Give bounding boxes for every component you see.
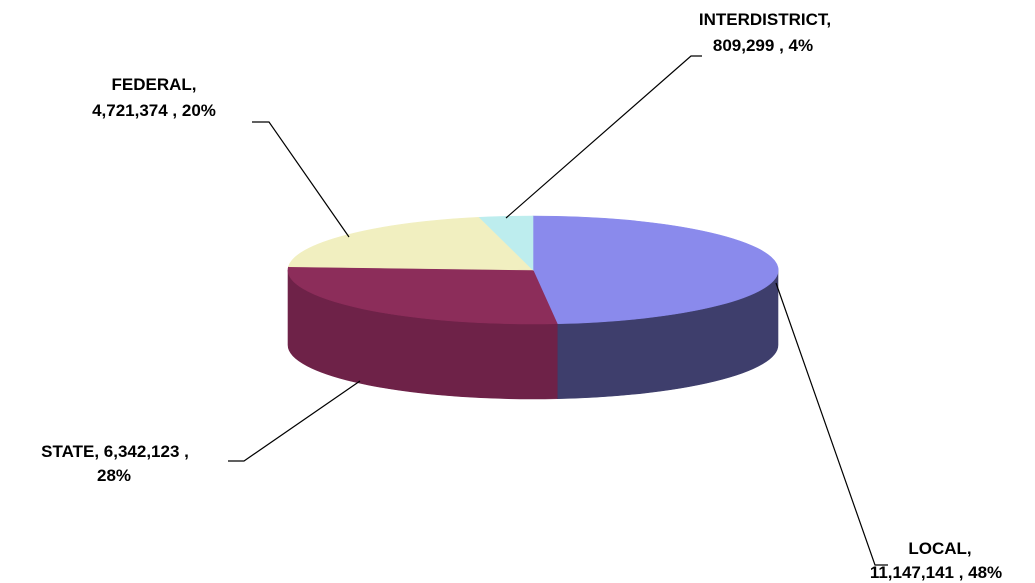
label-federal-value: 4,721,374 , 20% (92, 101, 216, 120)
label-state-name: STATE, 6,342,123 , (41, 442, 189, 461)
leader-line-local (775, 282, 888, 566)
label-interdistrict-value: 809,299 , 4% (713, 36, 813, 55)
leader-line-federal (252, 121, 350, 238)
slice-top-local (532, 215, 779, 325)
slice-top-state (287, 266, 558, 325)
slice-top-interdistrict (478, 215, 534, 271)
label-federal-name: FEDERAL, (112, 75, 197, 94)
label-local-name: LOCAL, (908, 539, 971, 558)
leader-line-interdistrict (505, 55, 702, 219)
label-local-value: 11,147,141 , 48% (870, 563, 1002, 582)
label-state-value: 28% (97, 466, 131, 485)
label-interdistrict-name: INTERDISTRICT, (699, 10, 831, 29)
slice-top-federal (288, 217, 534, 271)
leader-line-state (228, 380, 361, 462)
pie-tops (287, 215, 779, 325)
